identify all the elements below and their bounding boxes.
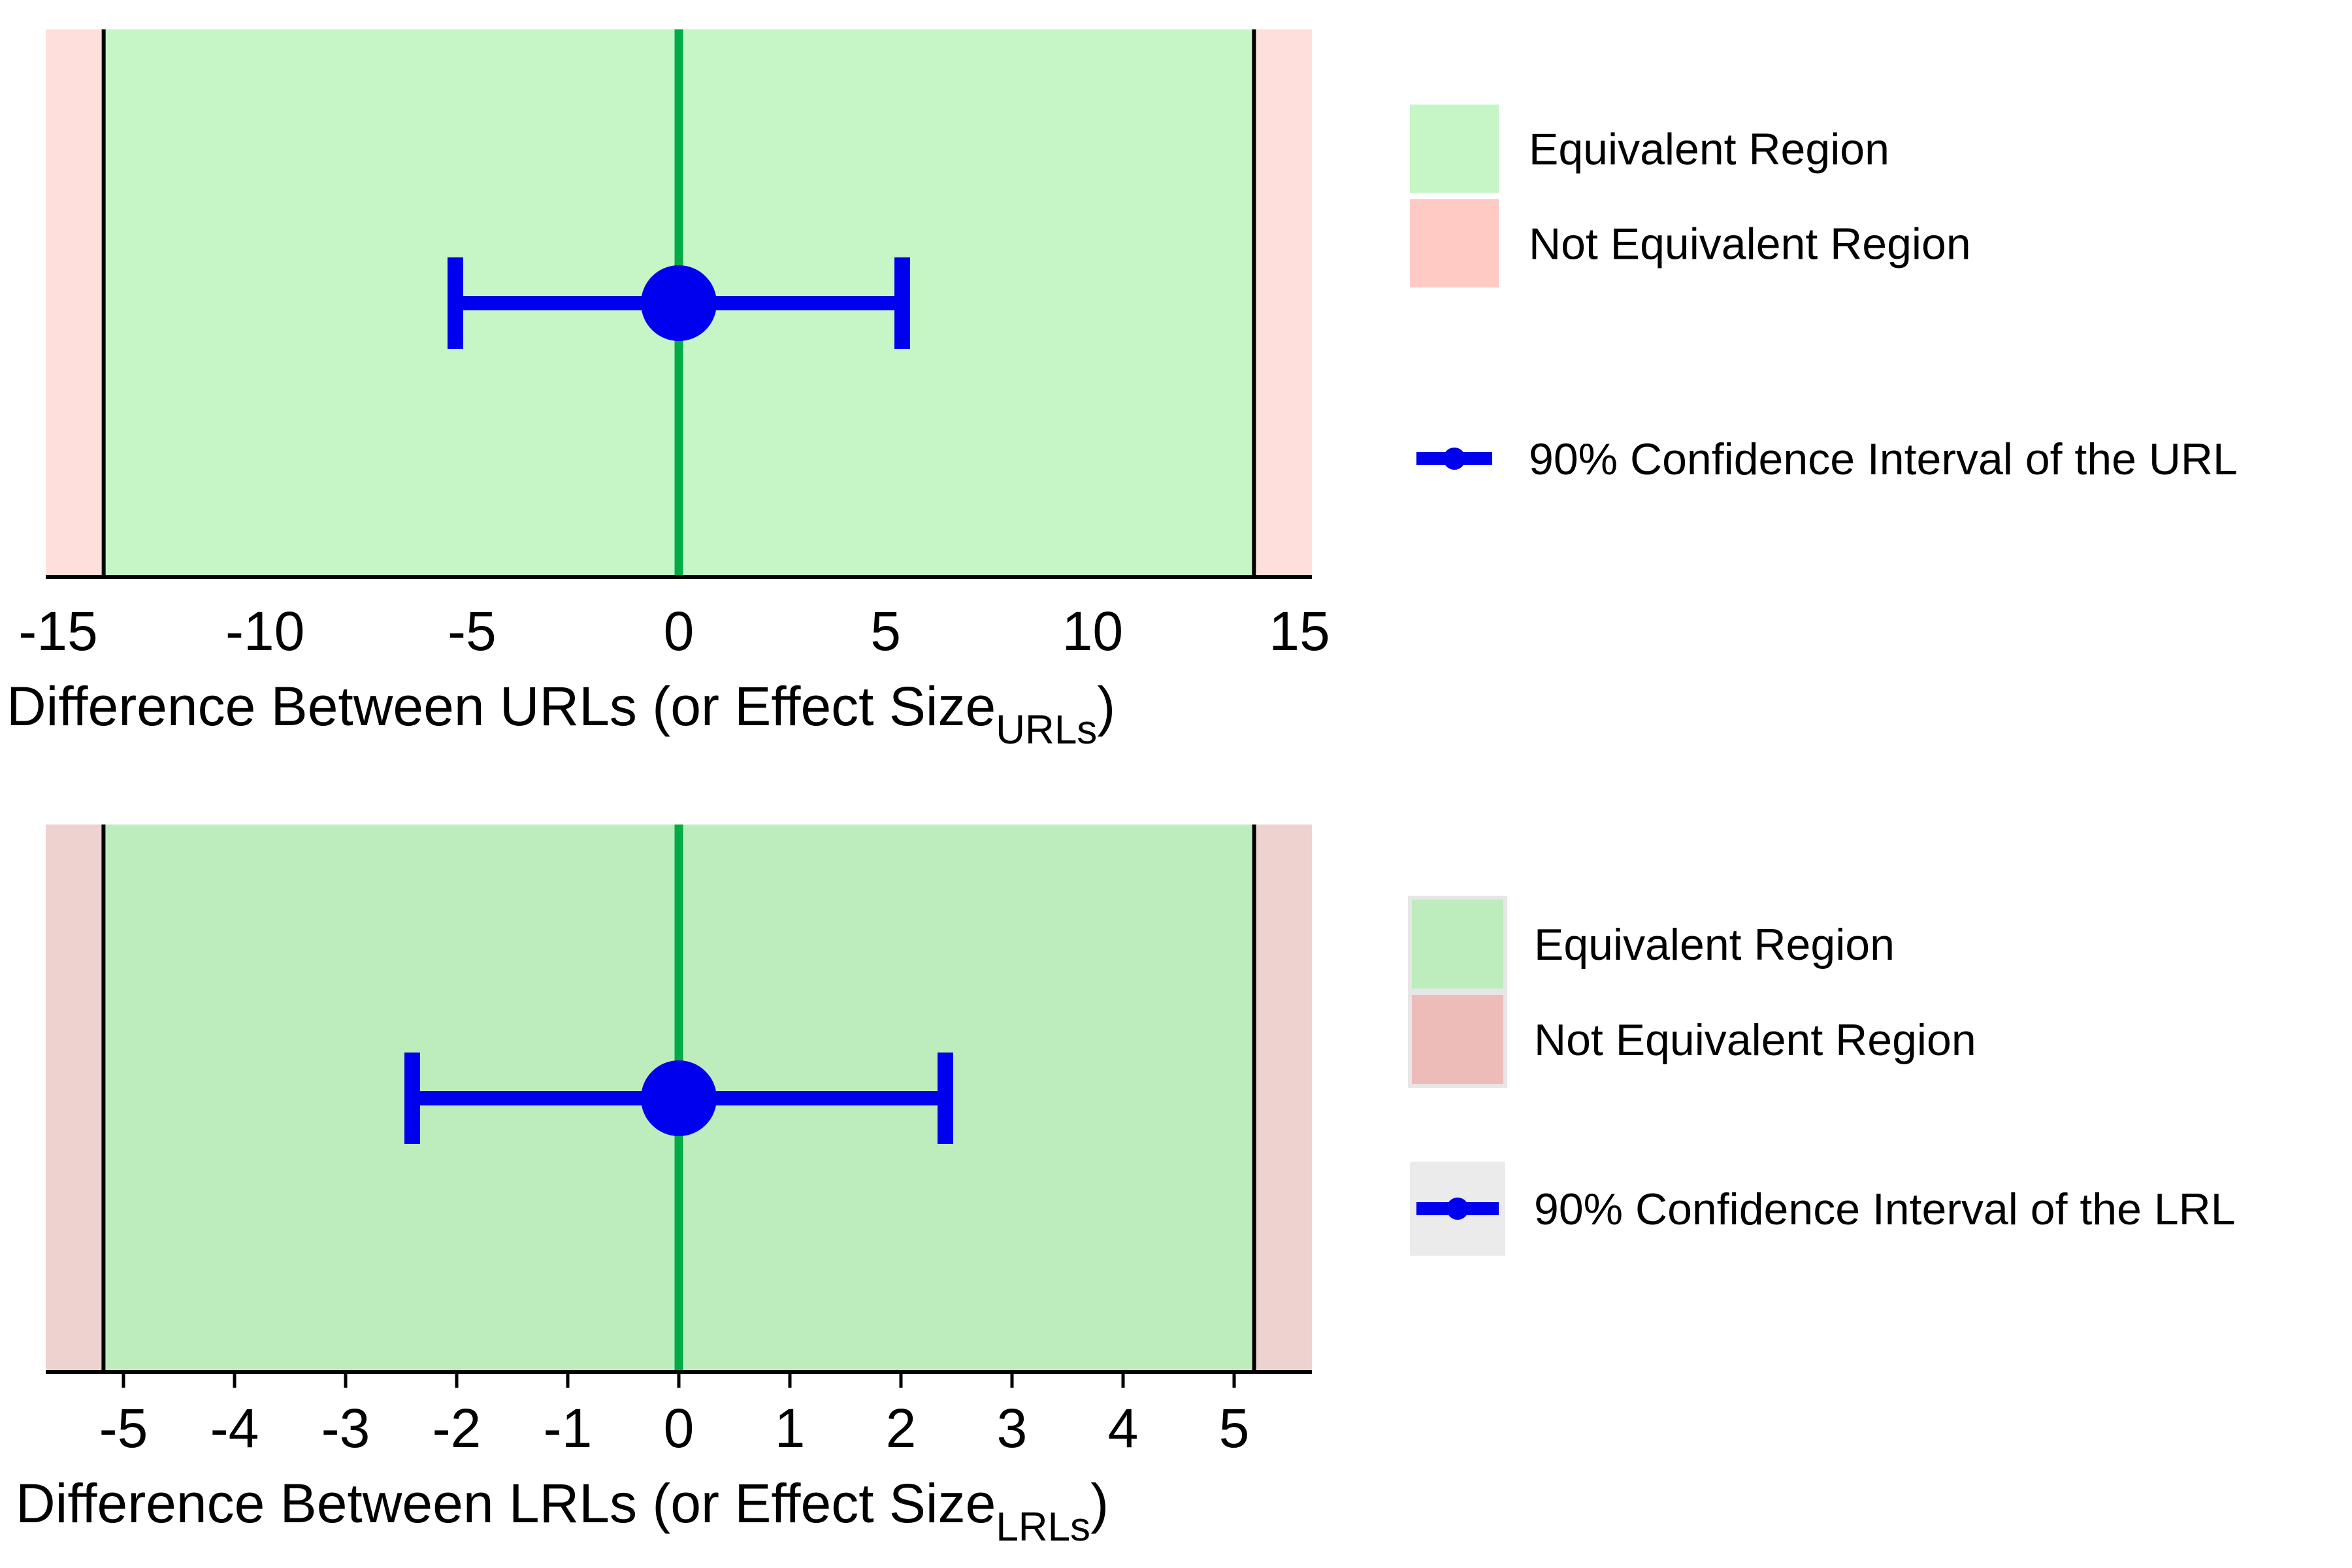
x-axis-title-close: ) [1097,676,1115,737]
legend: Equivalent Region Not Equivalent Region 90… [1410,105,2238,484]
x-tick-label: -3 [321,1397,370,1459]
legend-ci-key-dot [1443,448,1465,470]
x-axis-title-main: Difference Between LRLs (or Effect Size [16,1473,996,1534]
legend-swatch-equivalent [1410,105,1499,193]
point-estimate [641,265,717,341]
legend: Equivalent Region Not Equivalent Region 90… [1408,896,2236,1256]
x-axis-title: Difference Between URLs (or Effect SizeU… [7,676,1115,753]
not-equivalent-region-left [46,29,104,577]
x-tick-label: 4 [1108,1397,1139,1459]
x-tick-label: 5 [1219,1397,1250,1459]
legend-label-equivalent: Equivalent Region [1534,920,1895,970]
x-axis-title: Difference Between LRLs (or Effect SizeL… [16,1473,1109,1550]
x-tick-label: -1 [544,1397,593,1459]
chart-lrl: -5 -4 -3 -2 -1 0 1 2 3 4 5 Difference Between LRLs … [16,825,2236,1550]
x-axis-title-subscript: URLs [996,708,1097,753]
legend-label-not-equivalent: Not Equivalent Region [1534,1015,1976,1065]
x-tick-label: 15 [1269,600,1330,662]
legend-label-equivalent: Equivalent Region [1529,125,1889,174]
x-tick-label: 0 [664,600,694,662]
legend-swatch-not-equivalent [1410,199,1499,287]
x-tick-label: -15 [18,600,97,662]
legend-label-not-equivalent: Not Equivalent Region [1529,220,1971,269]
x-tick-label: 5 [870,600,901,662]
legend-label-ci: 90% Confidence Interval of the LRL [1534,1184,2236,1234]
x-tick-label: -10 [225,600,304,662]
legend-ci-key-dot [1446,1198,1469,1220]
x-axis-title-main: Difference Between URLs (or Effect Size [7,676,996,737]
x-tick-label: 2 [886,1397,917,1459]
legend-label-ci: 90% Confidence Interval of the URL [1529,434,2238,484]
x-tick-label: -2 [433,1397,482,1459]
x-tick-label: -5 [99,1397,148,1459]
x-tick-label: 3 [997,1397,1028,1459]
x-tick-label: 1 [775,1397,806,1459]
point-estimate [641,1060,717,1136]
not-equivalent-region-right [1254,29,1312,577]
legend-swatch-not-equivalent [1408,991,1507,1088]
x-tick-label: -5 [448,600,497,662]
x-tick-label: 10 [1062,600,1123,662]
x-tick-label: 0 [664,1397,694,1459]
chart-url: -15 -10 -5 0 5 10 15 Difference Between URLs (o… [7,29,2238,753]
not-equivalent-region-left [46,825,104,1372]
x-axis-title-close: ) [1090,1473,1109,1534]
legend-swatch-equivalent [1408,896,1507,992]
x-axis-title-subscript: LRLs [996,1505,1090,1550]
x-tick-label: -4 [210,1397,259,1459]
not-equivalent-region-right [1254,825,1312,1372]
